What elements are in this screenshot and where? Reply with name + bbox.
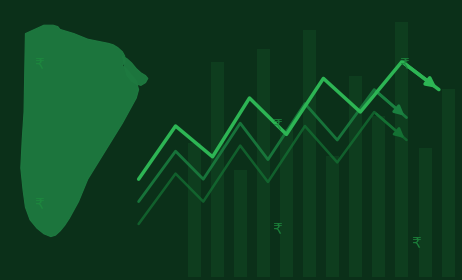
Bar [211,62,224,277]
Bar [372,116,385,277]
Text: ₹: ₹ [272,222,282,237]
Bar [188,143,201,277]
Text: ₹: ₹ [272,118,282,134]
Bar [419,148,432,277]
Polygon shape [21,25,139,237]
Bar [303,30,316,277]
Bar [442,89,455,277]
Bar [280,129,293,277]
Polygon shape [122,56,148,85]
Bar [257,49,270,277]
Bar [349,76,362,277]
Bar [326,156,339,277]
Text: ₹: ₹ [399,57,409,72]
Bar [234,170,247,277]
Text: ₹: ₹ [34,57,44,72]
Text: ₹: ₹ [411,236,421,251]
Bar [395,22,408,277]
Text: ₹: ₹ [34,197,44,212]
